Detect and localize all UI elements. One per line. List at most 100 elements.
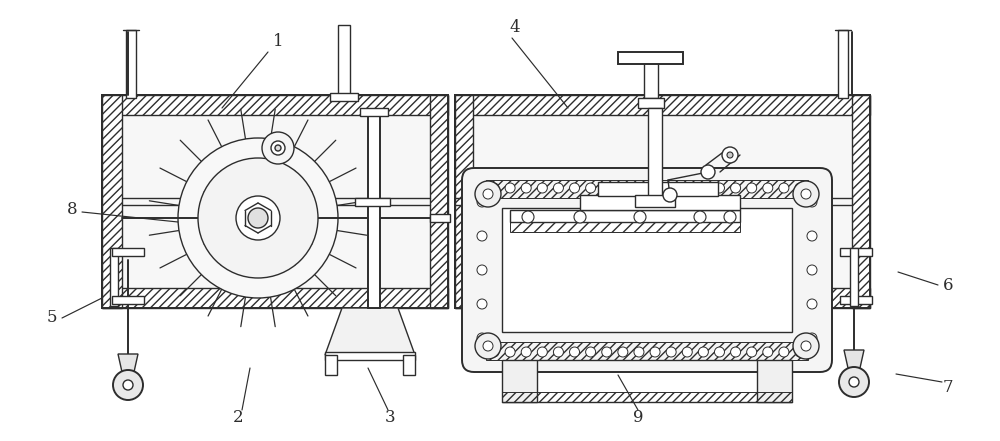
Bar — [102, 288, 448, 308]
Bar — [360, 108, 388, 116]
Circle shape — [682, 347, 692, 357]
Bar — [112, 296, 144, 304]
Bar — [355, 198, 390, 206]
Circle shape — [722, 147, 738, 163]
Bar — [102, 95, 122, 308]
Circle shape — [477, 265, 487, 275]
Bar — [757, 360, 792, 402]
Circle shape — [618, 183, 628, 193]
Circle shape — [477, 299, 487, 309]
Bar — [368, 112, 380, 308]
Circle shape — [801, 341, 811, 351]
Circle shape — [475, 333, 501, 359]
Circle shape — [650, 183, 660, 193]
Bar — [112, 248, 144, 256]
Circle shape — [262, 132, 294, 164]
Text: 5: 5 — [47, 310, 57, 326]
Text: 3: 3 — [385, 410, 395, 426]
Bar — [102, 95, 448, 308]
Bar — [502, 392, 792, 402]
Text: 7: 7 — [943, 380, 953, 396]
Circle shape — [714, 347, 724, 357]
Circle shape — [779, 183, 789, 193]
Circle shape — [650, 347, 660, 357]
Bar — [330, 93, 358, 101]
Circle shape — [602, 183, 612, 193]
Bar — [338, 25, 350, 97]
Bar — [850, 248, 858, 306]
Bar — [430, 214, 450, 222]
Circle shape — [475, 181, 501, 207]
Circle shape — [727, 152, 733, 158]
Circle shape — [731, 183, 741, 193]
Circle shape — [123, 380, 133, 390]
Text: 8: 8 — [67, 202, 77, 218]
Circle shape — [666, 347, 676, 357]
Circle shape — [505, 347, 515, 357]
Circle shape — [489, 347, 499, 357]
Circle shape — [570, 347, 580, 357]
Circle shape — [849, 377, 859, 387]
Bar — [838, 30, 848, 98]
Text: 2: 2 — [233, 410, 243, 426]
Bar — [502, 360, 537, 402]
Bar — [502, 208, 792, 332]
Circle shape — [634, 183, 644, 193]
Circle shape — [801, 189, 811, 199]
Circle shape — [795, 347, 805, 357]
Bar — [126, 30, 136, 98]
Bar — [110, 248, 118, 306]
Circle shape — [763, 183, 773, 193]
Bar — [510, 210, 740, 222]
Circle shape — [602, 347, 612, 357]
Circle shape — [522, 211, 534, 223]
Circle shape — [807, 333, 817, 343]
Bar — [325, 355, 337, 375]
Circle shape — [698, 347, 708, 357]
Circle shape — [537, 183, 547, 193]
Bar — [580, 195, 740, 210]
Text: 1: 1 — [273, 34, 283, 51]
Circle shape — [236, 196, 280, 240]
Circle shape — [807, 265, 817, 275]
Circle shape — [666, 183, 676, 193]
Circle shape — [574, 211, 586, 223]
Polygon shape — [118, 354, 138, 372]
Circle shape — [747, 347, 757, 357]
Circle shape — [698, 183, 708, 193]
Circle shape — [275, 145, 281, 151]
Circle shape — [807, 231, 817, 241]
Circle shape — [248, 208, 268, 228]
Circle shape — [198, 158, 318, 278]
Circle shape — [793, 181, 819, 207]
Circle shape — [839, 367, 869, 397]
Bar — [486, 180, 808, 198]
FancyBboxPatch shape — [462, 168, 832, 372]
Text: 9: 9 — [633, 410, 643, 426]
Circle shape — [553, 347, 563, 357]
Circle shape — [701, 165, 715, 179]
Circle shape — [521, 347, 531, 357]
Bar — [840, 296, 872, 304]
Bar — [638, 98, 664, 108]
Circle shape — [178, 138, 338, 298]
Polygon shape — [325, 308, 415, 355]
Bar — [455, 288, 870, 308]
Circle shape — [271, 141, 285, 155]
Bar — [852, 95, 870, 308]
Bar — [644, 60, 658, 98]
Circle shape — [477, 197, 487, 207]
Circle shape — [483, 341, 493, 351]
Circle shape — [586, 183, 596, 193]
Circle shape — [779, 347, 789, 357]
Bar — [840, 248, 872, 256]
Circle shape — [795, 183, 805, 193]
Circle shape — [731, 347, 741, 357]
Circle shape — [793, 333, 819, 359]
Bar — [486, 342, 808, 360]
Circle shape — [618, 347, 628, 357]
Circle shape — [477, 231, 487, 241]
Circle shape — [489, 183, 499, 193]
Circle shape — [586, 347, 596, 357]
Circle shape — [553, 183, 563, 193]
